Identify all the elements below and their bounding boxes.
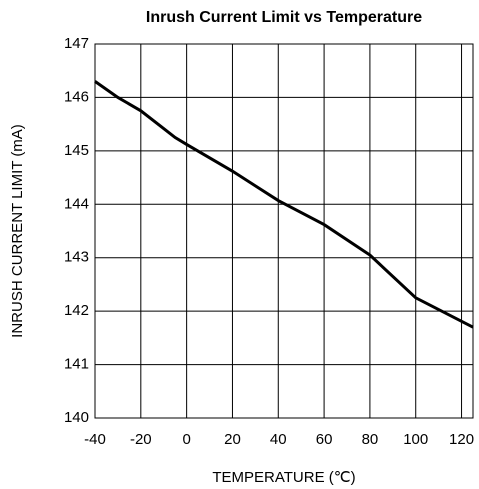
chart-title: Inrush Current Limit vs Temperature bbox=[146, 9, 422, 26]
y-tick-label: 144 bbox=[64, 195, 89, 212]
x-tick-label: 120 bbox=[449, 431, 474, 448]
x-tick-label: 40 bbox=[270, 431, 287, 448]
x-axis-label: TEMPERATURE (℃) bbox=[212, 469, 355, 486]
x-tick-label: 60 bbox=[316, 431, 333, 448]
y-tick-label: 143 bbox=[64, 249, 89, 266]
x-tick-label: 100 bbox=[403, 431, 428, 448]
x-tick-label: 0 bbox=[182, 431, 190, 448]
x-tick-label: -40 bbox=[84, 431, 106, 448]
x-tick-label: 80 bbox=[362, 431, 379, 448]
x-tick-label: 20 bbox=[224, 431, 241, 448]
y-tick-label: 145 bbox=[64, 142, 89, 159]
y-tick-label: 141 bbox=[64, 356, 89, 373]
x-tick-label: -20 bbox=[130, 431, 152, 448]
y-tick-label: 142 bbox=[64, 302, 89, 319]
y-tick-label: 140 bbox=[64, 409, 89, 426]
data-line bbox=[94, 80, 474, 329]
y-axis-label: INRUSH CURRENT LIMIT (mA) bbox=[9, 124, 26, 338]
y-tick-label: 147 bbox=[64, 35, 89, 52]
plot-frame bbox=[94, 43, 474, 419]
y-tick-label: 146 bbox=[64, 88, 89, 105]
